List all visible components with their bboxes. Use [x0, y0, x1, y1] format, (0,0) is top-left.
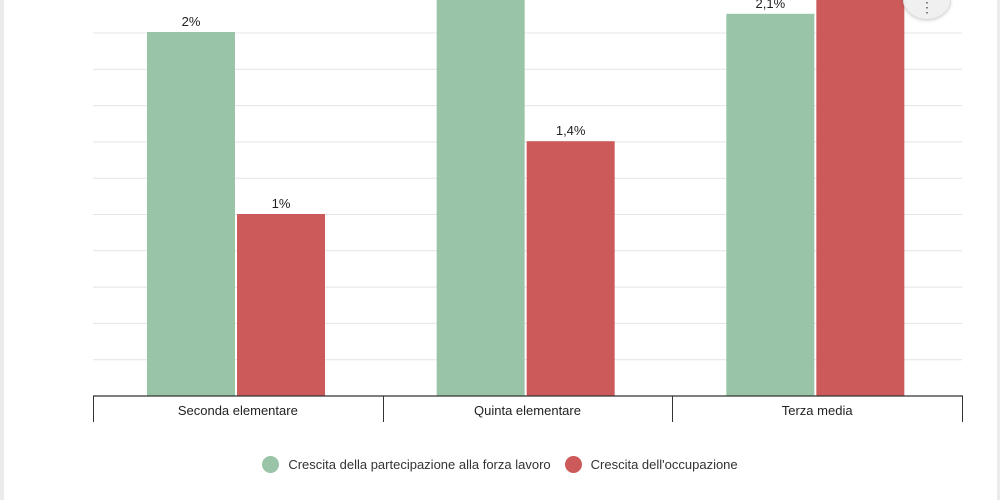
bar-chart: 2% 1% 1,4% 2,1% Seconda elementare Quinta el…: [93, 0, 963, 422]
data-label-partecipazione-0: 2%: [182, 14, 201, 29]
bar-occupazione-1[interactable]: [526, 141, 615, 396]
legend-label-partecipazione: Crescita della partecipazione alla forza…: [288, 456, 551, 472]
x-tick-label-2: Terza media: [782, 403, 854, 418]
right-page-edge: [997, 0, 1000, 500]
legend-label-occupazione: Crescita dell'occupazione: [590, 456, 738, 472]
x-tick-label-0: Seconda elementare: [178, 403, 298, 418]
legend-swatch-occupazione: [564, 455, 582, 473]
legend-item-occupazione[interactable]: Crescita dell'occupazione: [564, 455, 738, 473]
data-label-occupazione-1: 1,4%: [556, 123, 586, 138]
bars: [147, 0, 905, 397]
legend-swatch-partecipazione: [262, 455, 280, 473]
x-tick-label-1: Quinta elementare: [474, 403, 581, 418]
bar-occupazione-2[interactable]: [816, 0, 905, 396]
bar-partecipazione-0[interactable]: [147, 32, 235, 396]
legend: Crescita della partecipazione alla forza…: [0, 450, 1000, 478]
x-axis: Seconda elementare Quinta elementare Terza…: [93, 395, 963, 422]
data-label-partecipazione-2: 2,1%: [756, 0, 786, 11]
bar-occupazione-0[interactable]: [237, 214, 325, 396]
data-labels: 2% 1% 1,4% 2,1%: [182, 0, 786, 211]
bar-partecipazione-1[interactable]: [436, 0, 525, 396]
left-page-edge: [0, 0, 4, 500]
bar-partecipazione-2[interactable]: [726, 13, 815, 397]
data-label-occupazione-0: 1%: [272, 196, 291, 211]
more-icon: ⋮: [920, 0, 934, 15]
legend-item-partecipazione[interactable]: Crescita della partecipazione alla forza…: [262, 455, 551, 473]
